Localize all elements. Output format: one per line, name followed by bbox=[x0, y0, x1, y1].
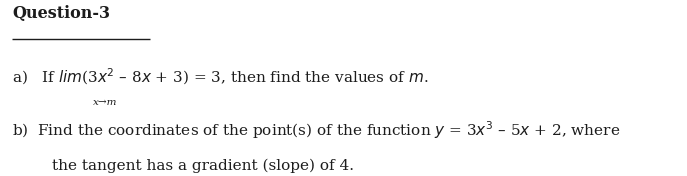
Text: b)  Find the coordinates of the point(s) of the function $y$ = 3$x^{3}$ – 5$x$ +: b) Find the coordinates of the point(s) … bbox=[12, 120, 620, 141]
Text: Question-3: Question-3 bbox=[12, 5, 111, 22]
Text: x→m: x→m bbox=[93, 98, 118, 107]
Text: the tangent has a gradient (slope) of 4.: the tangent has a gradient (slope) of 4. bbox=[52, 158, 354, 173]
Text: a)   If $\mathit{lim}$(3$x^{2}$ – 8$x$ + 3) = 3, then find the values of $m$.: a) If $\mathit{lim}$(3$x^{2}$ – 8$x$ + 3… bbox=[12, 67, 429, 87]
